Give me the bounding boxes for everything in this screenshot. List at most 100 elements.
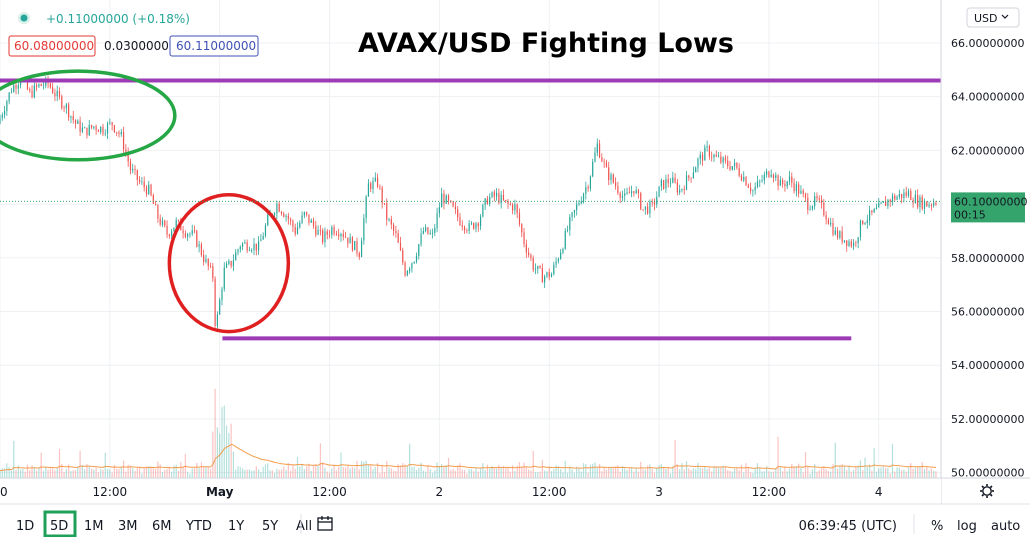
- volume-bar: [63, 472, 65, 478]
- volume-bar: [653, 472, 656, 478]
- volume-bar: [761, 471, 763, 478]
- volume-bar: [795, 466, 797, 478]
- volume-bar: [573, 472, 575, 478]
- volume-bar: [912, 468, 914, 478]
- utc-clock[interactable]: 06:39:45 (UTC): [799, 519, 897, 534]
- volume-bar: [164, 469, 166, 478]
- date-range-icon[interactable]: [317, 516, 333, 531]
- candle-body: [15, 85, 17, 89]
- candle-body: [848, 241, 850, 246]
- volume-bar: [429, 469, 431, 478]
- volume-bar: [0, 470, 1, 478]
- volume-bar: [775, 468, 777, 478]
- candle-body: [454, 206, 456, 210]
- legend-bid-box[interactable]: [8, 35, 96, 57]
- volume-bar: [733, 468, 736, 478]
- volume-bar: [397, 464, 399, 478]
- candle-body: [534, 268, 537, 270]
- candle-body: [692, 172, 694, 178]
- x-tick-label: 3: [655, 485, 663, 499]
- legend-ask-box[interactable]: [169, 35, 259, 57]
- candle-body: [388, 219, 390, 220]
- candle-body: [72, 116, 74, 121]
- volume-bar: [120, 466, 122, 478]
- range-button-1d[interactable]: 1D: [16, 519, 34, 534]
- candle-body: [891, 195, 894, 202]
- candle-body: [809, 209, 811, 210]
- candle-body: [898, 194, 900, 197]
- candle-body: [93, 126, 95, 128]
- gear-icon[interactable]: [980, 484, 994, 498]
- volume-bar: [248, 469, 251, 478]
- volume-bar: [852, 469, 855, 478]
- volume-bar: [518, 461, 521, 478]
- range-button-all[interactable]: All: [296, 519, 312, 534]
- candle-body: [445, 195, 447, 204]
- range-button-5d[interactable]: 5D: [50, 519, 68, 534]
- auto-toggle[interactable]: auto: [991, 519, 1020, 534]
- volume-bar: [766, 465, 768, 478]
- range-button-1y[interactable]: 1Y: [228, 519, 244, 534]
- range-button-5y[interactable]: 5Y: [262, 519, 278, 534]
- candle-body: [910, 190, 912, 201]
- y-tick-label: 62.00000000: [951, 144, 1024, 157]
- candle-body: [122, 132, 125, 150]
- candle-body: [846, 240, 848, 246]
- volume-bar: [354, 468, 356, 478]
- price-axis[interactable]: 66.00000000 64.00000000 62.00000000 58.0000…: [940, 0, 1030, 504]
- log-toggle[interactable]: log: [957, 519, 977, 534]
- candle-body: [697, 158, 699, 168]
- volume-bar: [434, 470, 436, 478]
- candle-body: [127, 153, 129, 162]
- volume-bar: [576, 466, 578, 478]
- volume-bar: [722, 465, 724, 478]
- volume-bar: [15, 469, 17, 478]
- candle-body: [225, 263, 228, 268]
- volume-bar: [182, 466, 184, 478]
- candle-body: [370, 183, 372, 190]
- candle-body: [459, 217, 461, 226]
- range-button-6m[interactable]: 6M: [152, 519, 172, 534]
- volume-bar: [427, 465, 429, 478]
- candle-body: [912, 200, 914, 204]
- candle-body: [649, 201, 651, 214]
- candle-body: [63, 107, 65, 109]
- range-button-ytd[interactable]: YTD: [185, 519, 212, 534]
- candle-body: [342, 233, 344, 237]
- volume-bar: [159, 464, 161, 478]
- candle-body: [241, 243, 244, 247]
- volume-bar: [525, 466, 527, 478]
- candle-body: [33, 85, 35, 98]
- range-button-3m[interactable]: 3M: [118, 519, 138, 534]
- candle-body: [38, 84, 40, 87]
- candle-body: [896, 196, 898, 200]
- candle-body: [621, 195, 624, 198]
- volume-bar: [541, 459, 543, 478]
- time-axis[interactable]: 00 12:00 May 12:00 2 12:00 3 12:00 4: [0, 477, 1030, 504]
- volume-bar: [10, 470, 13, 478]
- candle-body: [447, 195, 450, 201]
- volume-bar: [731, 471, 733, 478]
- currency-dropdown[interactable]: [966, 7, 1020, 28]
- percent-toggle[interactable]: %: [931, 519, 943, 534]
- y-tick-label: 54.00000000: [951, 359, 1024, 372]
- volume-bar: [81, 465, 83, 478]
- candle-body: [79, 120, 81, 132]
- volume-bar: [161, 471, 164, 478]
- candle-body: [182, 230, 184, 234]
- volume-bar: [560, 469, 562, 478]
- candle-body: [763, 174, 765, 181]
- volume-bar: [104, 452, 106, 478]
- candle-body: [203, 255, 205, 262]
- candle-body: [903, 192, 905, 199]
- y-tick-label: 66.00000000: [951, 37, 1024, 50]
- range-button-1m[interactable]: 1M: [84, 519, 104, 534]
- candle-body: [761, 180, 763, 182]
- volume-bar: [207, 466, 209, 478]
- candle-body: [919, 196, 921, 208]
- volume-bar: [706, 468, 708, 478]
- volume-bar: [841, 464, 843, 478]
- volume-bar: [530, 470, 532, 478]
- volume-bar: [214, 388, 216, 478]
